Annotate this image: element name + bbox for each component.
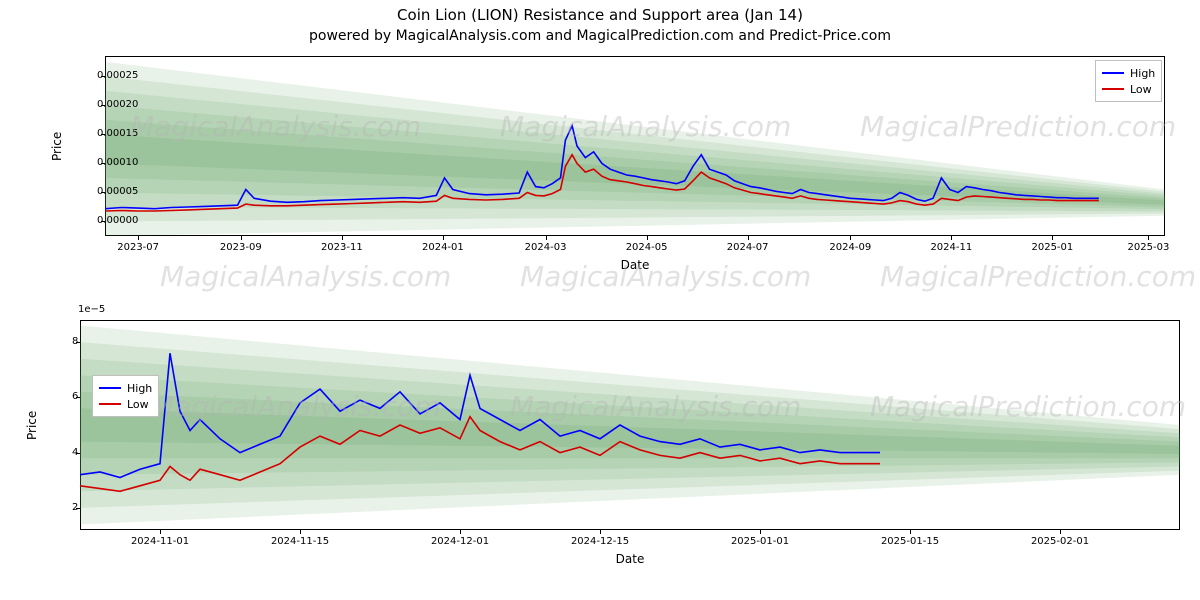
xtick-label: 2025-01-15 [881,536,939,547]
xtick-label: 2024-12-01 [431,536,489,547]
xtick-label: 2024-11-01 [131,536,189,547]
xtick-label: 2024-12-15 [571,536,629,547]
bottom-chart-axis-scale: 1e−5 [78,304,105,315]
bottom-chart-svg [0,0,1200,600]
legend-swatch-high [99,387,121,389]
legend-item-high: High [99,380,152,396]
xtick-label: 2024-11-15 [271,536,329,547]
legend-label-low: Low [127,398,149,411]
xtick-label: 2025-02-01 [1031,536,1089,547]
bottom-chart-xlabel: Date [80,552,1180,566]
legend-swatch-low [99,403,121,405]
bottom-chart-ylabel: Price [25,411,39,440]
legend-label-high: High [127,382,152,395]
bottom-chart-legend: High Low [92,375,159,417]
legend-item-low: Low [99,396,152,412]
xtick-label: 2025-01-01 [731,536,789,547]
figure: Coin Lion (LION) Resistance and Support … [0,0,1200,600]
